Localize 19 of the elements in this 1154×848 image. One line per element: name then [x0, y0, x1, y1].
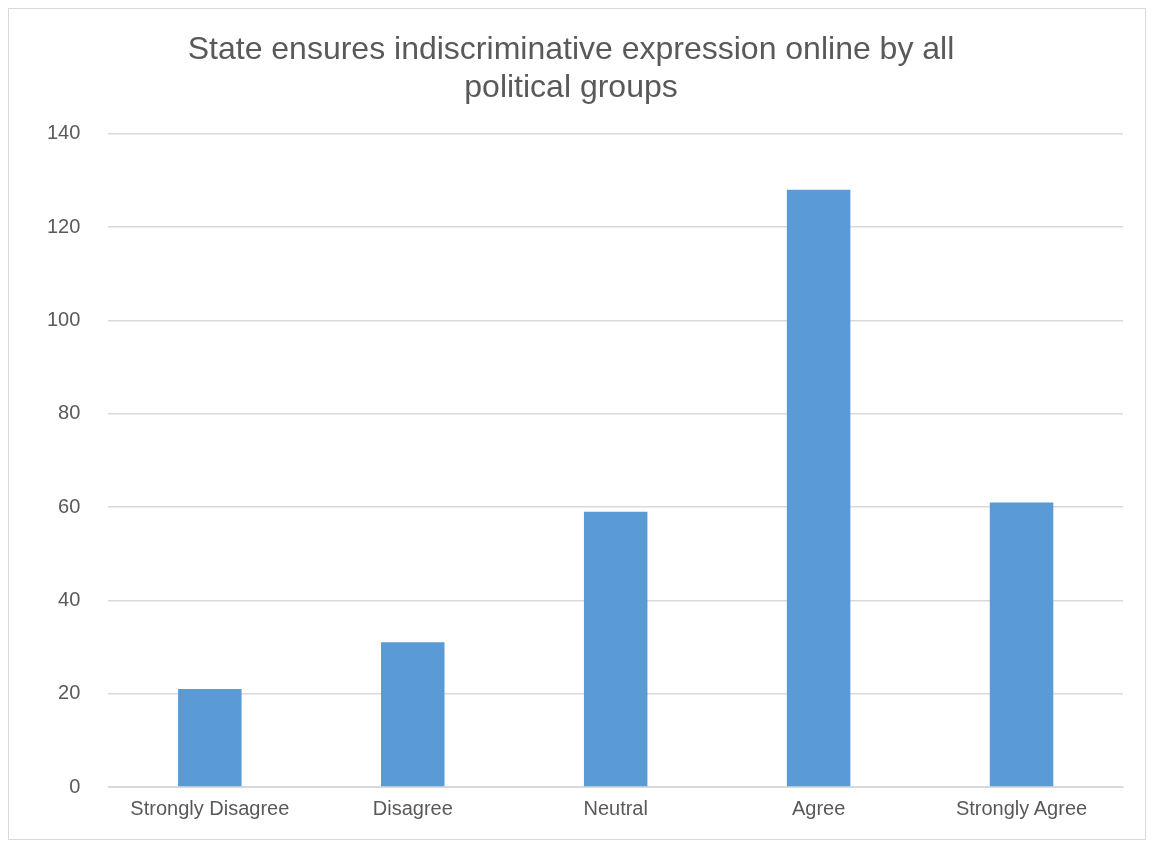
y-tick-label: 140 [46, 121, 81, 144]
y-tick-label: 60 [58, 494, 81, 517]
y-tick-label: 40 [58, 587, 81, 610]
y-tick-label: 100 [46, 307, 81, 330]
y-tick-label: 80 [58, 401, 81, 424]
bar [786, 189, 851, 787]
bar [583, 511, 648, 787]
bar [178, 689, 242, 787]
y-tick-label: 120 [46, 214, 81, 237]
bar [381, 642, 445, 787]
bar [989, 502, 1054, 787]
x-tick-label: Neutral [583, 796, 648, 819]
x-tick-label: Strongly Agree [955, 796, 1088, 819]
x-tick-label: Strongly Disagree [130, 796, 290, 819]
chart-title: State ensures indiscriminative expression online by all political groups [187, 30, 955, 105]
y-tick-label: 0 [69, 774, 81, 797]
x-tick-label: Disagree [372, 796, 453, 819]
y-tick-label: 20 [58, 681, 81, 704]
x-tick-label: Agree [791, 796, 846, 819]
